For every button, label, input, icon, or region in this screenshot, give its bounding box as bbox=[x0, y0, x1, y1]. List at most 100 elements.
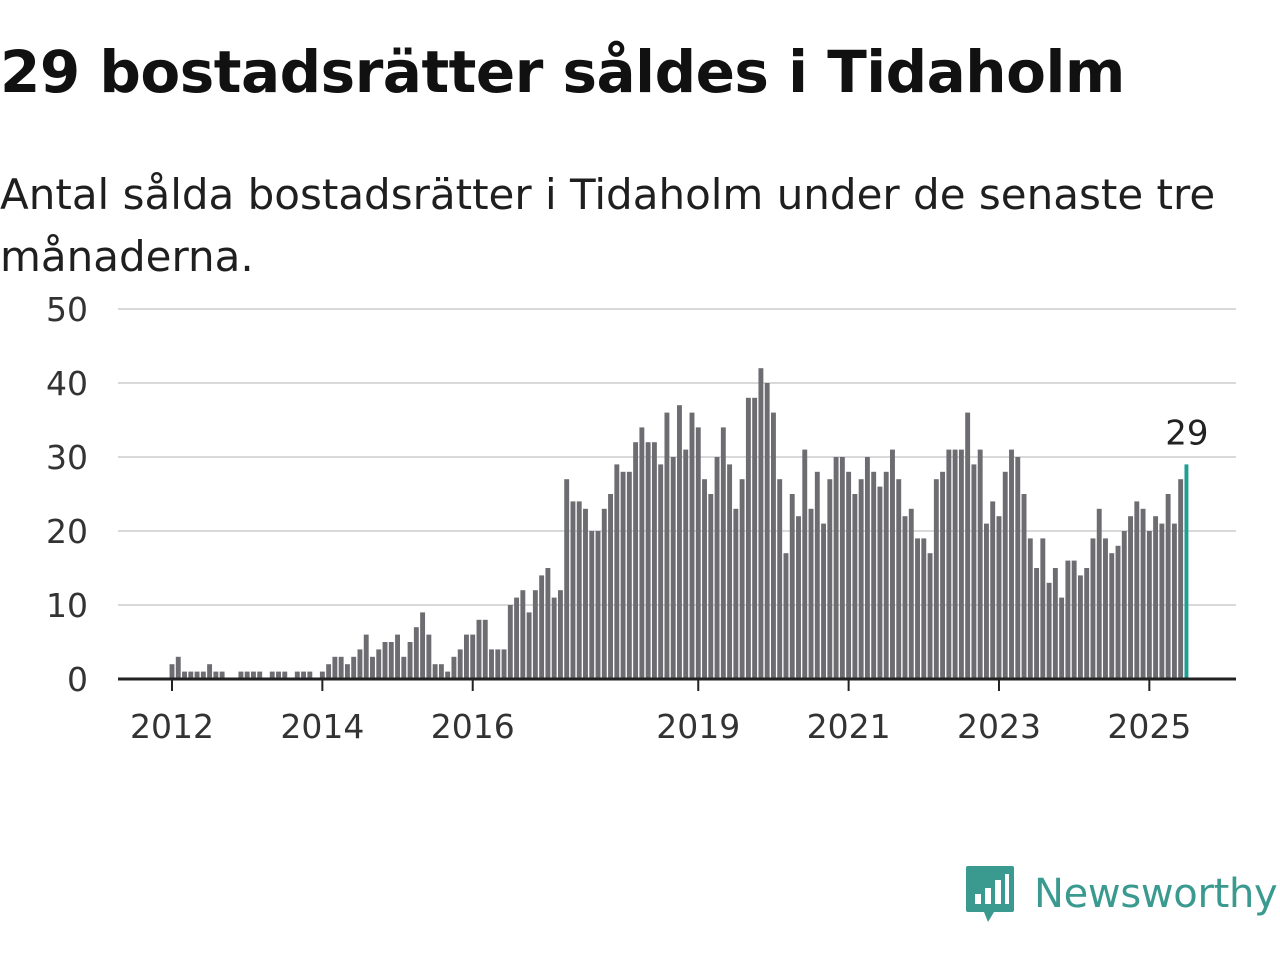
y-tick-label: 20 bbox=[46, 512, 88, 551]
bar bbox=[977, 449, 983, 679]
bar bbox=[470, 634, 476, 679]
bar bbox=[608, 494, 613, 679]
bar bbox=[213, 671, 219, 679]
x-tick-label: 2025 bbox=[1107, 707, 1191, 746]
bar bbox=[238, 671, 244, 679]
x-tick-label: 2019 bbox=[656, 707, 740, 746]
bar bbox=[482, 619, 488, 679]
bar bbox=[244, 671, 250, 679]
bar bbox=[739, 479, 745, 679]
bar bbox=[1077, 575, 1083, 679]
bar bbox=[451, 656, 457, 679]
bar bbox=[902, 516, 908, 679]
bar bbox=[802, 449, 808, 679]
bar bbox=[714, 457, 720, 679]
bar bbox=[464, 634, 469, 679]
bar bbox=[332, 656, 338, 679]
bar bbox=[683, 449, 689, 679]
bar bbox=[827, 479, 833, 679]
bar bbox=[276, 671, 281, 679]
bar bbox=[614, 464, 620, 679]
bar bbox=[1171, 523, 1177, 679]
bar bbox=[658, 464, 664, 679]
bar bbox=[708, 494, 714, 679]
bar bbox=[965, 412, 971, 679]
y-tick-label: 30 bbox=[46, 438, 88, 477]
bar bbox=[489, 649, 494, 679]
bar bbox=[808, 508, 814, 679]
bar bbox=[796, 516, 801, 679]
bar bbox=[670, 457, 676, 679]
bar bbox=[413, 627, 419, 679]
bar bbox=[1009, 449, 1014, 679]
bar bbox=[432, 664, 438, 679]
latest-value-label: 29 bbox=[1165, 413, 1208, 453]
bar bbox=[770, 412, 776, 679]
x-axis-ticks: 2012 2014 2016 2019 2021 2023 2025 bbox=[130, 679, 1191, 746]
bar bbox=[839, 457, 845, 679]
bar bbox=[438, 664, 444, 679]
bar bbox=[626, 471, 632, 679]
bar bbox=[307, 671, 313, 679]
gridlines bbox=[118, 308, 1236, 606]
bar bbox=[689, 412, 695, 679]
x-tick-label: 2023 bbox=[957, 707, 1041, 746]
bar bbox=[520, 590, 526, 679]
bar bbox=[952, 449, 958, 679]
bar bbox=[871, 471, 877, 679]
bar bbox=[695, 427, 701, 679]
bar bbox=[821, 523, 827, 679]
bar bbox=[326, 664, 332, 679]
bar bbox=[1115, 545, 1121, 679]
bar bbox=[1046, 582, 1052, 679]
bar bbox=[1121, 531, 1127, 679]
bar bbox=[338, 656, 344, 679]
bar bbox=[545, 568, 551, 679]
bar bbox=[445, 671, 451, 679]
bar bbox=[651, 442, 657, 679]
bar bbox=[1052, 568, 1058, 679]
bar bbox=[921, 538, 927, 679]
bar bbox=[1027, 538, 1033, 679]
bar bbox=[282, 671, 288, 679]
bar bbox=[269, 671, 275, 679]
bar bbox=[620, 471, 626, 679]
bar bbox=[1021, 494, 1027, 679]
y-tick-label: 50 bbox=[46, 290, 88, 329]
bar bbox=[1140, 508, 1146, 679]
bar bbox=[745, 397, 751, 679]
bar bbox=[182, 671, 187, 679]
newsworthy-logo-icon bbox=[966, 866, 1014, 922]
bar bbox=[783, 553, 789, 679]
bar bbox=[1128, 516, 1133, 679]
bar-chart: 0 10 20 30 40 50 2012 2014 2016 2019 2021 2023 2025… bbox=[46, 290, 1236, 746]
bar bbox=[933, 479, 939, 679]
bar bbox=[576, 501, 582, 679]
bar bbox=[376, 649, 382, 679]
bar bbox=[1159, 523, 1165, 679]
bar bbox=[501, 649, 507, 679]
bar bbox=[896, 479, 902, 679]
bar bbox=[1065, 560, 1071, 679]
bar bbox=[1153, 516, 1159, 679]
bar bbox=[890, 449, 895, 679]
bar bbox=[207, 664, 213, 679]
bar bbox=[1096, 508, 1102, 679]
bar bbox=[351, 656, 357, 679]
bar bbox=[1109, 553, 1115, 679]
bar bbox=[388, 642, 394, 679]
chart-title: 29 bostadsrätter såldes i Tidaholm bbox=[0, 38, 1125, 106]
bar bbox=[1103, 538, 1108, 679]
y-tick-label: 40 bbox=[46, 364, 88, 403]
bar bbox=[551, 597, 557, 679]
bar bbox=[570, 501, 576, 679]
bar-latest bbox=[1184, 464, 1189, 679]
y-axis-ticks: 0 10 20 30 40 50 bbox=[46, 290, 88, 699]
bar bbox=[457, 649, 463, 679]
bar bbox=[495, 649, 501, 679]
bar bbox=[758, 368, 764, 679]
bar bbox=[958, 449, 964, 679]
bar bbox=[564, 479, 570, 679]
x-tick-label: 2021 bbox=[807, 707, 891, 746]
bar bbox=[420, 612, 426, 679]
